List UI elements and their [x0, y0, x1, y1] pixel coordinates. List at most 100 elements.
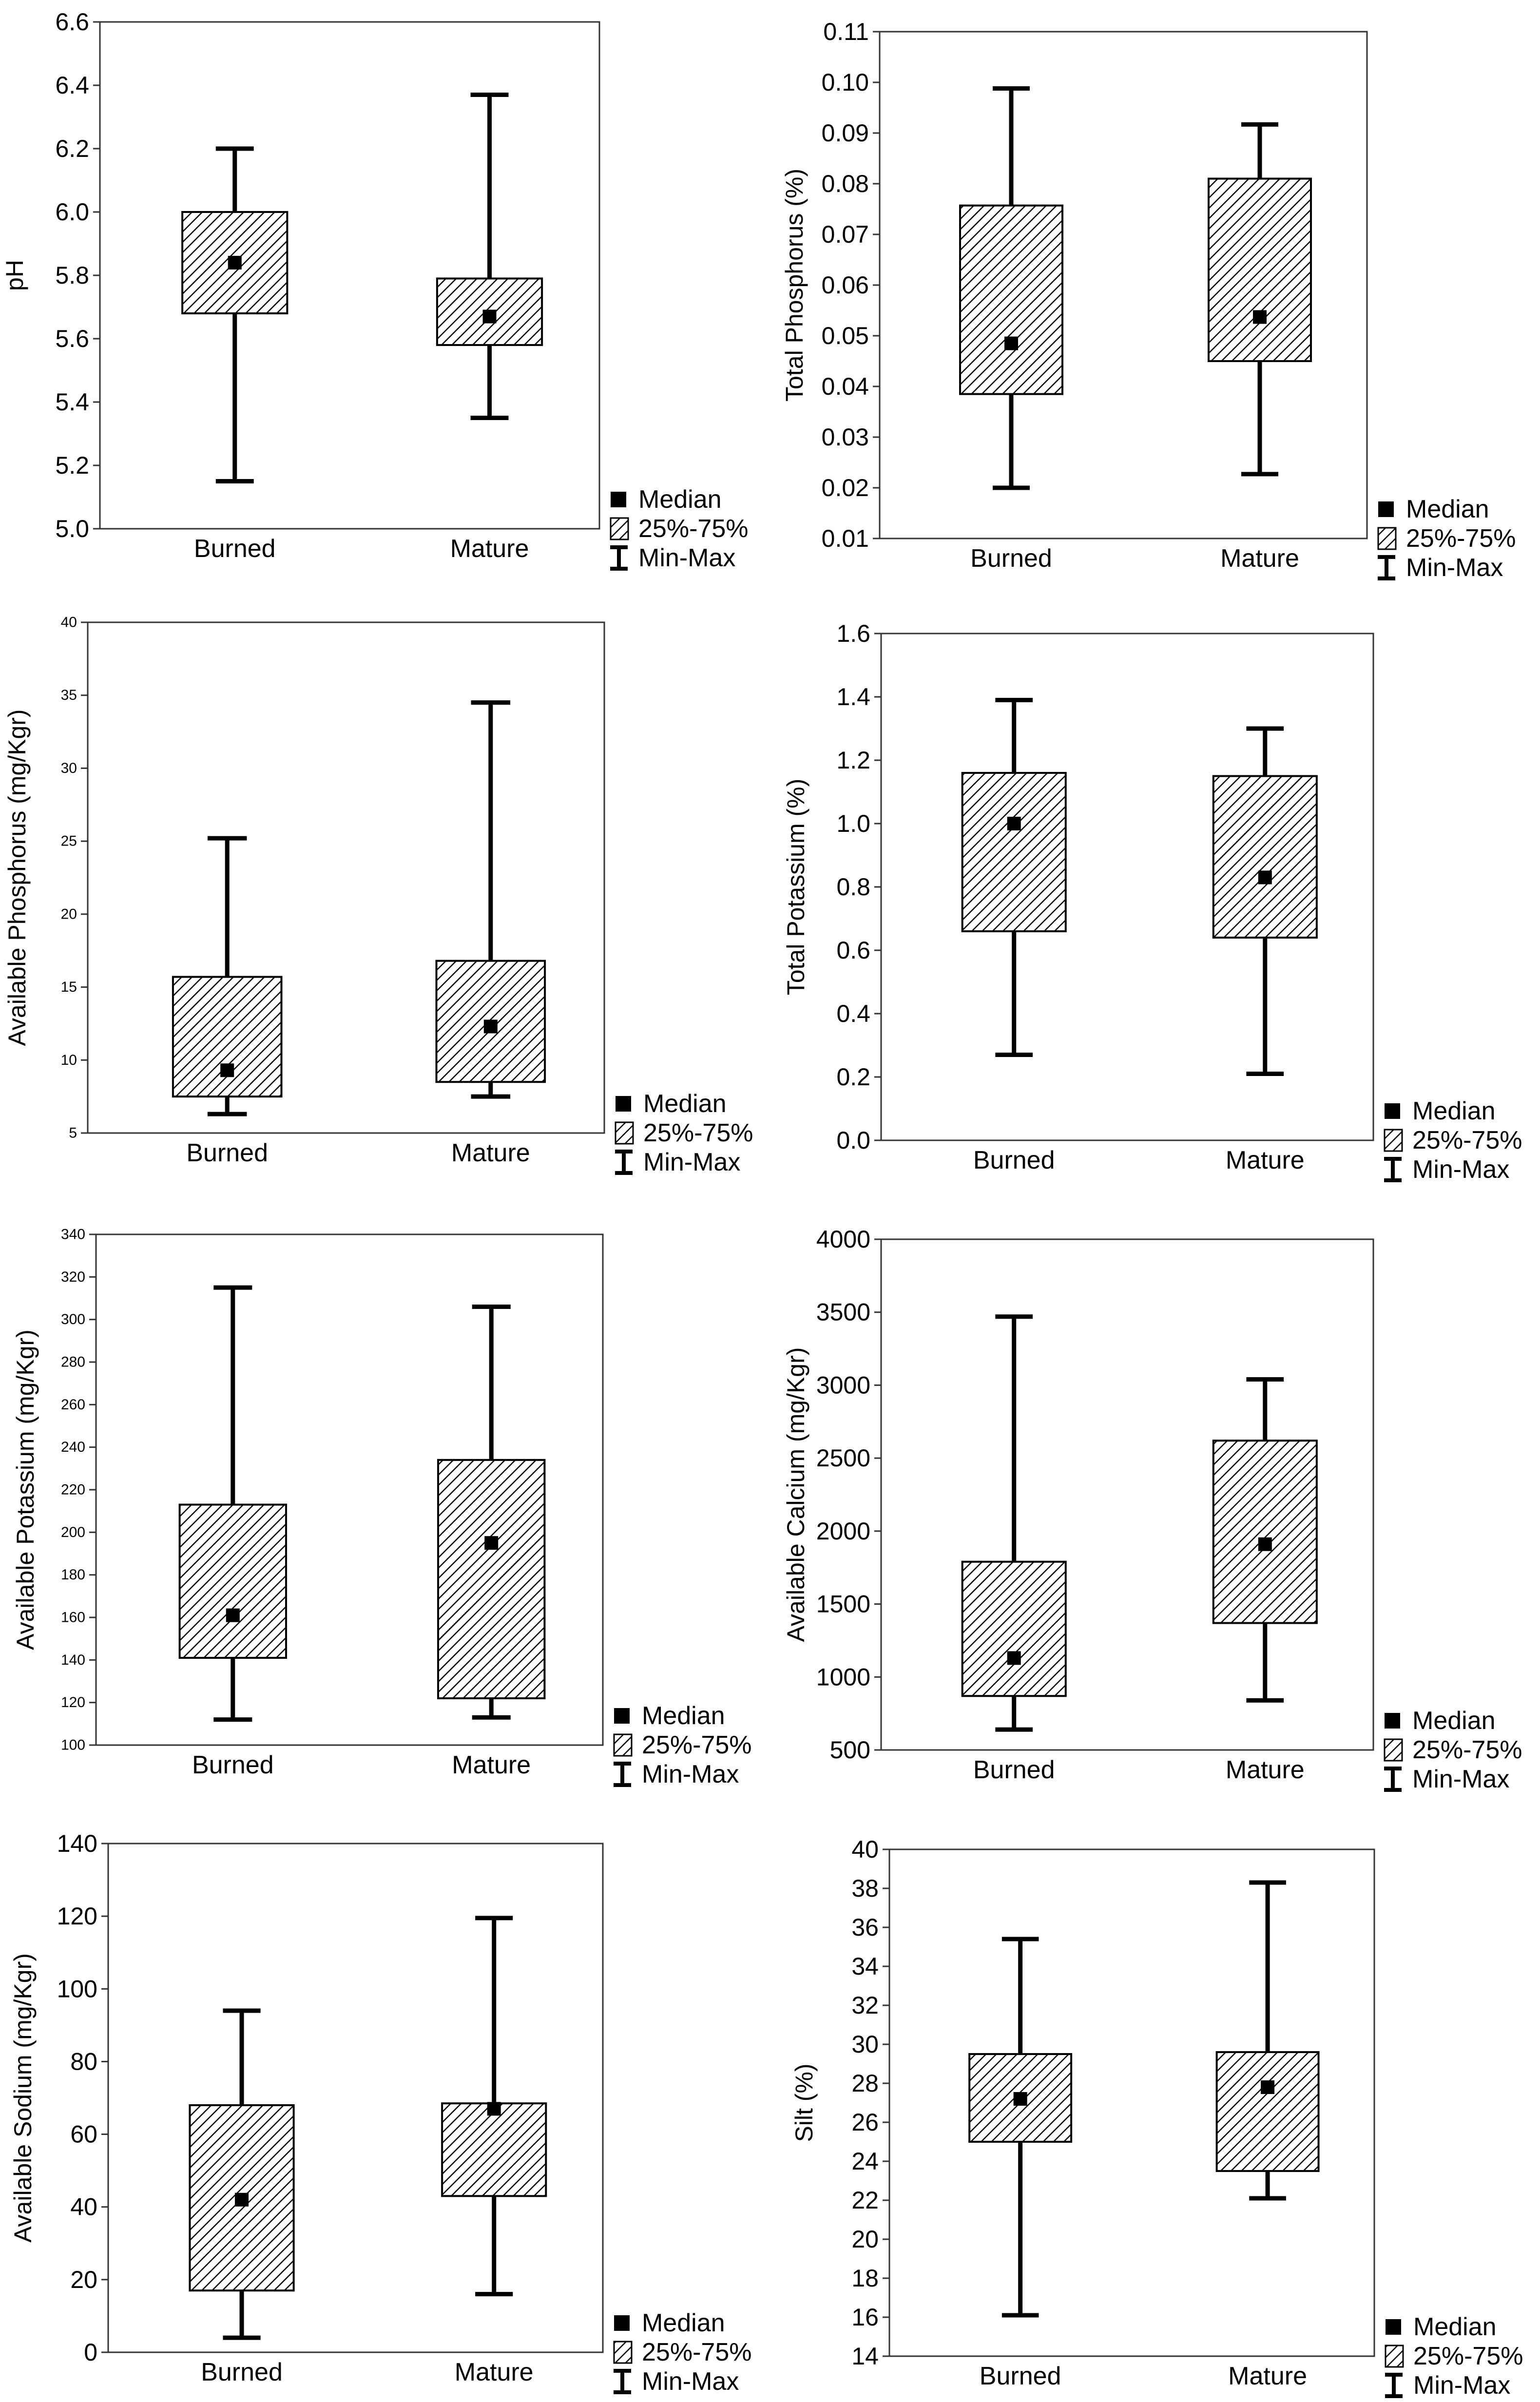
- y-tick-label: 22: [851, 2187, 879, 2214]
- median-marker: [484, 1536, 499, 1550]
- chart-panel-3: 5 10 15 20 25 30 35 40 Available Phosphorus (mg/…: [3, 615, 753, 1177]
- legend-iqr-swatch: [1377, 527, 1397, 550]
- legend-label-iqr: 25%-75%: [642, 2338, 751, 2366]
- y-tick-label: 5.0: [55, 515, 89, 542]
- y-tick-label: 40: [70, 2193, 97, 2221]
- iqr-box: [961, 1560, 1067, 1697]
- x-category-label: Burned: [970, 544, 1052, 573]
- y-tick-label: 0.0: [836, 1127, 870, 1154]
- y-tick-label: 0.07: [822, 221, 869, 248]
- legend-median-swatch: [614, 2315, 630, 2331]
- y-tick-label: 0.08: [822, 170, 869, 197]
- legend-label-range: Min-Max: [643, 1148, 740, 1176]
- y-tick-label: 0.10: [822, 69, 869, 96]
- y-tick-label: 20: [70, 2266, 97, 2293]
- y-tick-label: 0.09: [822, 119, 869, 147]
- chart-panel-8: 14 16 18 20 22 24 26 28 30 32 34 36 38 40 Silt (%) Burn…: [790, 1836, 1523, 2400]
- box-burned: [178, 1285, 287, 1722]
- y-tick-label: 16: [851, 2304, 879, 2331]
- y-axis-label: Available Calcium (mg/Kgr): [782, 1347, 809, 1642]
- y-tick-label: 0.4: [836, 1000, 870, 1027]
- y-tick-label: 1.0: [836, 810, 870, 837]
- y-tick-label: 40: [851, 1836, 879, 1863]
- y-tick-label: 30: [61, 760, 77, 776]
- iqr-box: [1215, 2051, 1320, 2172]
- y-tick-label: 0.02: [822, 474, 869, 501]
- y-tick-label: 1.2: [836, 747, 870, 774]
- legend-label-iqr: 25%-75%: [643, 1119, 753, 1147]
- y-tick-label: 14: [851, 2343, 879, 2370]
- legend-iqr-swatch: [615, 1121, 634, 1145]
- box-burned: [959, 86, 1063, 490]
- y-tick-label: 20: [851, 2226, 879, 2253]
- chart-panel-6: 500 1000 1500 2000 2500 3000 3500 4000 Available…: [782, 1226, 1522, 1793]
- legend-label-range: Min-Max: [1412, 1155, 1509, 1184]
- y-tick-label: 80: [70, 2048, 97, 2075]
- y-tick-label: 4000: [816, 1226, 870, 1253]
- legend-label-range: Min-Max: [638, 544, 735, 572]
- y-tick-label: 15: [61, 979, 77, 995]
- y-tick-label: 180: [61, 1567, 85, 1583]
- y-tick-label: 0.11: [823, 18, 869, 45]
- y-tick-label: 320: [61, 1269, 85, 1285]
- y-tick-label: 30: [851, 2031, 879, 2058]
- y-tick-label: 36: [851, 1914, 879, 1941]
- iqr-box: [178, 1503, 287, 1659]
- legend-iqr-swatch: [613, 2341, 633, 2364]
- median-marker: [1258, 1537, 1272, 1551]
- y-tick-label: 140: [61, 1652, 85, 1668]
- y-tick-label: 120: [61, 1694, 85, 1710]
- legend-label-range: Min-Max: [1406, 554, 1503, 582]
- y-tick-label: 0.03: [822, 423, 869, 451]
- legend-median-swatch: [611, 492, 626, 507]
- y-axis-label: Total Potassium (%): [782, 779, 809, 996]
- iqr-box: [441, 2102, 547, 2197]
- median-marker: [220, 1063, 234, 1077]
- median-marker: [228, 256, 242, 269]
- chart-panel-1: 5.0 5.2 5.4 5.6 5.8 6.0 6.2 6.4 6.6 pH Burned Matur…: [1, 8, 748, 572]
- x-category-label: Mature: [451, 1139, 530, 1167]
- y-tick-label: 40: [61, 615, 77, 631]
- iqr-box: [1212, 1440, 1318, 1624]
- legend-label-median: Median: [1406, 495, 1489, 523]
- median-marker: [1253, 310, 1267, 324]
- chart-panel-5: 100 120 140 160 180 200 220 240 260 280 300 320 340 A…: [12, 1227, 751, 1789]
- legend-label-median: Median: [643, 1090, 727, 1118]
- legend-label-median: Median: [638, 485, 722, 514]
- y-tick-label: 18: [851, 2265, 879, 2292]
- iqr-box: [961, 772, 1067, 932]
- iqr-box: [172, 976, 283, 1098]
- median-marker: [1258, 870, 1272, 884]
- y-tick-label: 140: [57, 1830, 97, 1857]
- y-axis-label: Available Potassium (mg/Kgr): [12, 1329, 39, 1650]
- y-tick-label: 6.2: [55, 135, 89, 162]
- legend-label-median: Median: [642, 1702, 725, 1730]
- legend-label-iqr: 25%-75%: [1412, 1736, 1522, 1764]
- y-tick-label: 5: [69, 1125, 77, 1141]
- legend-median-swatch: [1386, 2319, 1401, 2335]
- y-tick-label: 2000: [816, 1518, 870, 1545]
- y-tick-label: 38: [851, 1875, 879, 1902]
- legend-label-iqr: 25%-75%: [1413, 2342, 1523, 2370]
- median-marker: [482, 309, 497, 324]
- legend-label-range: Min-Max: [642, 1760, 739, 1788]
- y-tick-label: 240: [61, 1439, 85, 1455]
- y-tick-label: 5.8: [55, 262, 89, 289]
- y-tick-label: 5.6: [55, 325, 89, 352]
- box-burned: [181, 146, 289, 483]
- legend-median-swatch: [1378, 501, 1394, 517]
- x-category-label: Mature: [452, 1751, 531, 1779]
- plot-frame: [99, 21, 600, 530]
- chart-panel-2: 0.01 0.02 0.03 0.04 0.05 0.06 0.07 0.08 0.09 0.10…: [781, 18, 1516, 582]
- legend-label-median: Median: [642, 2309, 725, 2337]
- y-tick-label: 280: [61, 1354, 85, 1370]
- legend-label-iqr: 25%-75%: [1412, 1126, 1522, 1154]
- x-category-label: Burned: [973, 1756, 1055, 1784]
- box-mature: [436, 93, 543, 420]
- box-mature: [441, 1916, 547, 2297]
